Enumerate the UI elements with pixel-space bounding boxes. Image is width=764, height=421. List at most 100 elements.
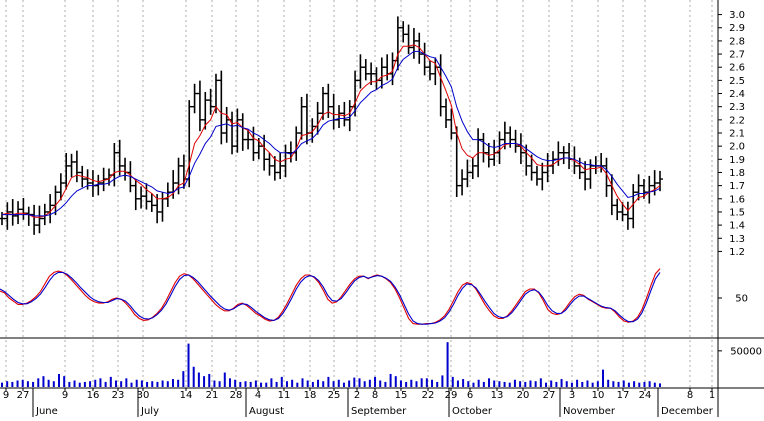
volume-bar — [26, 381, 29, 387]
ohlc-bar — [657, 170, 663, 192]
ohlc-bar — [282, 144, 289, 178]
volume-bar — [425, 378, 428, 387]
ohlc-bar — [234, 108, 241, 153]
volume-bar — [524, 381, 527, 387]
volume-bar — [529, 380, 532, 387]
price-y-label: 1.6 — [729, 194, 745, 205]
ohlc-bar — [116, 139, 123, 176]
volume-bar — [301, 378, 304, 387]
ohlc-bar — [36, 205, 43, 234]
volume-bar — [291, 379, 294, 387]
volume-bar — [104, 381, 107, 387]
volume-bar — [322, 381, 325, 387]
x-day-label: 9 — [3, 390, 9, 401]
volume-bar — [513, 379, 516, 387]
x-day-label: 28 — [230, 390, 243, 401]
volume-bar — [596, 381, 599, 387]
volume-bar — [63, 376, 66, 387]
volume-bar — [332, 381, 335, 387]
volume-bar — [306, 380, 309, 387]
volume-bar — [565, 381, 568, 387]
ohlc-bar — [480, 133, 487, 163]
x-day-label: 22 — [422, 390, 435, 401]
ohlc-bar — [132, 179, 139, 211]
x-month-label: August — [249, 406, 284, 417]
volume-bar — [228, 378, 231, 387]
price-y-label: 2.2 — [729, 115, 745, 126]
volume-bar — [270, 378, 273, 387]
ohlc-bar — [507, 126, 514, 148]
ohlc-bar — [544, 153, 551, 183]
volume-bar — [125, 378, 128, 387]
volume-bar — [617, 381, 620, 387]
ohlc-bar — [464, 159, 471, 188]
volume-bar — [317, 379, 320, 387]
ohlc-bar — [443, 98, 450, 128]
x-day-label: 3 — [569, 390, 575, 401]
x-day-label: 13 — [491, 390, 504, 401]
price-y-label: 1.7 — [729, 181, 745, 192]
ohlc-bar — [9, 199, 16, 226]
x-day-label: 2 — [354, 390, 360, 401]
volume-bar — [260, 382, 263, 387]
ohlc-bar — [20, 198, 27, 220]
ohlc-bar — [378, 57, 385, 89]
volume-bar — [296, 382, 299, 387]
volume-bar — [477, 379, 480, 387]
price-y-label: 2.9 — [729, 23, 745, 34]
ohlc-bar — [539, 162, 546, 191]
price-y-label: 1.5 — [729, 207, 745, 218]
volume-bar — [410, 379, 413, 387]
ohlc-bar — [111, 143, 118, 187]
volume-bar — [171, 379, 174, 387]
x-day-label: 27 — [543, 390, 556, 401]
volume-bar — [203, 376, 206, 387]
ohlc-bar — [512, 129, 519, 153]
volume-bar — [545, 382, 548, 387]
volume-bar — [42, 376, 45, 387]
volume-bar — [234, 379, 237, 387]
volume-bar — [462, 379, 465, 387]
price-y-label: 1.2 — [729, 247, 745, 258]
x-day-label: 1 — [709, 390, 715, 401]
volume-bar — [633, 381, 636, 387]
price-y-label: 1.8 — [729, 168, 745, 179]
volume-bar — [213, 380, 216, 387]
volume-bar — [389, 373, 392, 387]
x-day-label: 24 — [639, 390, 652, 401]
volume-bar — [99, 378, 102, 387]
volume-bar — [576, 379, 579, 387]
ohlc-bar — [448, 108, 455, 140]
ohlc-bar — [229, 111, 236, 155]
ohlc-bar — [164, 182, 171, 207]
volume-bar — [374, 376, 377, 387]
ohlc-bar — [582, 161, 589, 191]
volume-bar — [659, 383, 661, 387]
volume-bar — [280, 376, 283, 387]
price-y-label: 2.8 — [729, 36, 745, 47]
volume-bar — [254, 380, 257, 387]
price-y-label: 2.7 — [729, 50, 745, 61]
x-month-label: October — [452, 406, 493, 417]
volume-bar — [368, 379, 371, 387]
x-day-label: 11 — [278, 390, 291, 401]
ohlc-bar — [384, 54, 391, 81]
volume-bar — [420, 378, 423, 387]
volume-bar — [37, 378, 40, 387]
volume-bar — [472, 382, 475, 387]
x-day-label: 17 — [617, 390, 630, 401]
volume-bar — [498, 381, 501, 387]
volume-bar — [441, 375, 444, 387]
volume-bar — [431, 379, 434, 387]
volume-bar — [6, 381, 9, 387]
volume-bar — [555, 381, 558, 387]
x-day-label: 23 — [112, 390, 125, 401]
ohlc-bar — [207, 88, 214, 115]
x-day-label: 18 — [304, 390, 317, 401]
volume-bar — [394, 376, 397, 387]
volume-bar — [363, 381, 366, 387]
volume-bar — [73, 380, 76, 387]
x-day-label: 8 — [687, 390, 693, 401]
